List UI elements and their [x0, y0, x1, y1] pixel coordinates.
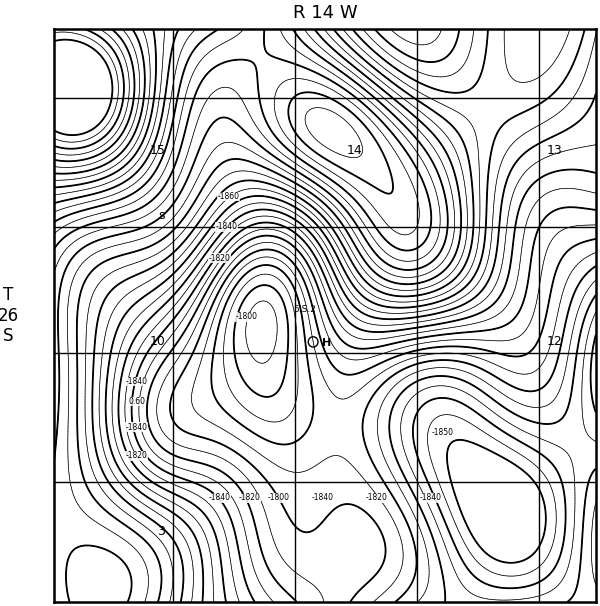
Text: 12: 12 — [547, 335, 563, 348]
Text: 3: 3 — [157, 525, 165, 538]
Text: -1820: -1820 — [208, 254, 230, 263]
Text: -1840: -1840 — [419, 493, 442, 502]
Text: 15: 15 — [149, 144, 165, 157]
Text: -1800: -1800 — [236, 312, 257, 321]
Text: 13: 13 — [547, 144, 563, 157]
Title: R 14 W: R 14 W — [293, 4, 358, 22]
Text: -1820: -1820 — [365, 493, 388, 502]
Text: -1820: -1820 — [125, 451, 148, 461]
Text: T
26
S: T 26 S — [0, 286, 19, 345]
Text: -1820: -1820 — [238, 493, 260, 502]
Text: 14: 14 — [347, 144, 363, 157]
Text: -1860: -1860 — [218, 192, 239, 201]
Text: H: H — [322, 338, 331, 348]
Text: 5.S.2: 5.S.2 — [293, 305, 316, 315]
Text: s: s — [159, 209, 165, 222]
Text: -1840: -1840 — [311, 493, 334, 502]
Text: 10: 10 — [149, 335, 165, 348]
Text: -1840: -1840 — [125, 423, 148, 431]
Text: -1850: -1850 — [432, 428, 454, 438]
Text: -1800: -1800 — [268, 493, 290, 502]
Text: -1840: -1840 — [125, 377, 148, 386]
Text: 0.60: 0.60 — [128, 397, 145, 406]
Text: -1840: -1840 — [215, 222, 238, 231]
Text: -1840: -1840 — [208, 493, 230, 502]
